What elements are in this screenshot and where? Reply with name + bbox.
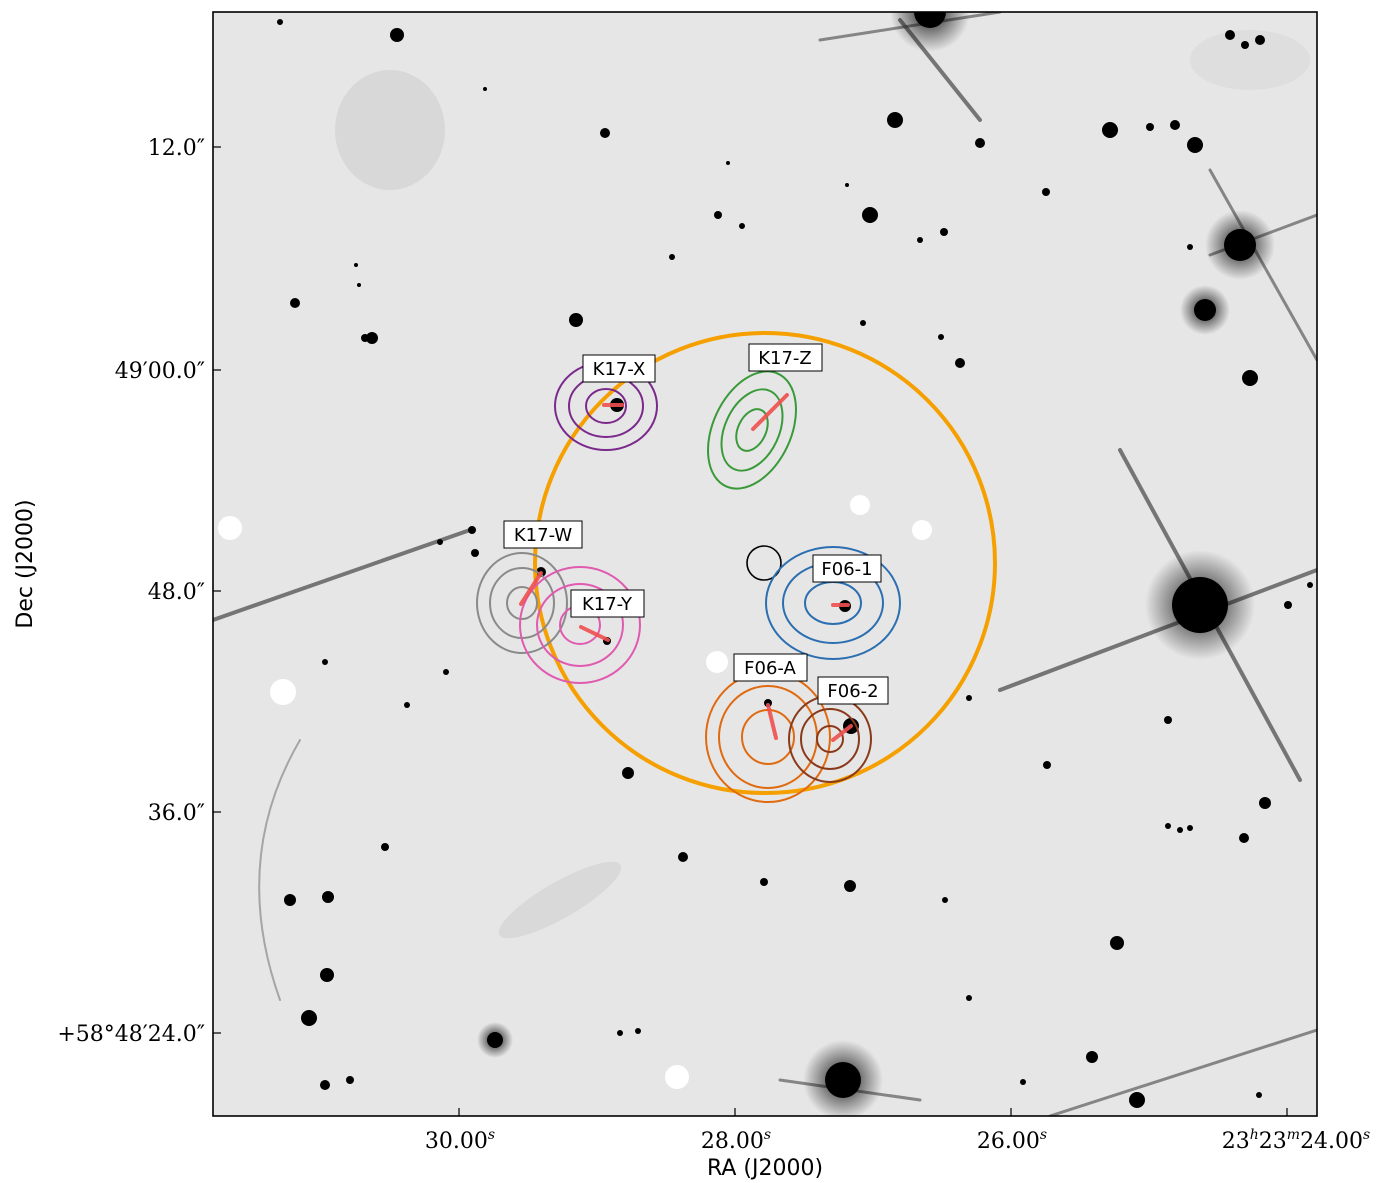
y-tick-label: 49′00.0″ <box>115 359 205 384</box>
x-tick-label: 28.00s <box>701 1127 771 1154</box>
x-tick-label: 26.00s <box>977 1127 1047 1154</box>
y-tick-label: 48.0″ <box>148 580 205 605</box>
source-labels: K17-X K17-Z K17-W K17-Y F06-1 F06-A <box>503 343 889 705</box>
svg-text:K17-Z: K17-Z <box>758 348 812 369</box>
svg-text:K17-W: K17-W <box>514 525 572 546</box>
svg-text:F06-A: F06-A <box>744 658 796 679</box>
contour-k17-y <box>519 566 641 684</box>
y-axis-title: Dec (J2000) <box>13 499 38 628</box>
y-tick-label: 36.0″ <box>148 801 205 826</box>
source-label-k17-x: K17-X <box>582 354 656 383</box>
x-tick-label: 23h23m24.00s <box>1222 1127 1370 1154</box>
x-tick-label: 30.00s <box>425 1127 495 1154</box>
x-tick-labels: 30.00s 28.00s 26.00s 23h23m24.00s <box>425 1127 1370 1154</box>
x-axis-title: RA (J2000) <box>707 1156 823 1181</box>
image-panel: K17-X K17-Z K17-W K17-Y F06-1 F06-A <box>213 12 1317 1116</box>
svg-text:F06-2: F06-2 <box>827 681 878 702</box>
tick-marks <box>213 146 1288 1116</box>
svg-text:F06-1: F06-1 <box>821 559 872 580</box>
source-label-k17-w: K17-W <box>503 520 583 549</box>
field-stars <box>277 19 1313 1108</box>
contour-k17-z <box>707 370 797 490</box>
source-label-f06-2: F06-2 <box>817 676 889 705</box>
bright-stars <box>477 12 1275 1116</box>
motion-arrows <box>519 393 853 742</box>
y-tick-label: 12.0″ <box>148 136 205 161</box>
y-tick-label: +58°48′24.0″ <box>57 1022 205 1047</box>
masked-regions <box>218 495 932 1089</box>
source-label-k17-y: K17-Y <box>570 589 645 618</box>
plot-frame <box>212 11 1318 1117</box>
svg-text:K17-X: K17-X <box>593 359 646 380</box>
y-tick-labels: 12.0″ 49′00.0″ 48.0″ 36.0″ +58°48′24.0″ <box>57 136 205 1047</box>
source-label-f06-a: F06-A <box>733 653 808 682</box>
source-label-f06-1: F06-1 <box>812 554 882 583</box>
svg-text:K17-Y: K17-Y <box>582 594 633 615</box>
source-label-k17-z: K17-Z <box>748 343 823 372</box>
search-region-circle <box>533 331 997 795</box>
center-marker-circle <box>746 545 782 581</box>
